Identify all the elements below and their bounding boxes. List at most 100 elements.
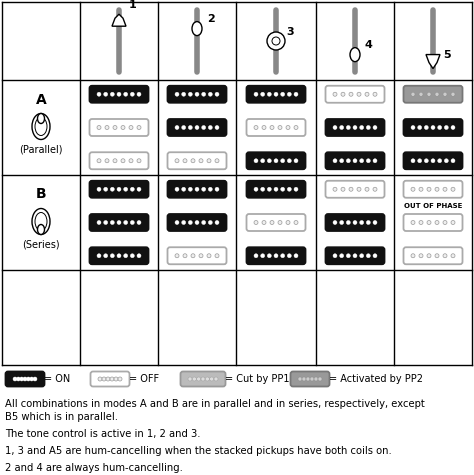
Circle shape [373,92,377,96]
Circle shape [175,159,179,163]
Circle shape [366,159,370,163]
Circle shape [175,254,179,258]
Circle shape [261,159,264,163]
FancyBboxPatch shape [246,247,306,264]
Circle shape [195,187,199,191]
Circle shape [117,254,121,258]
Circle shape [419,220,423,225]
Circle shape [254,125,258,130]
Circle shape [215,125,219,130]
Circle shape [182,220,186,225]
Circle shape [195,220,199,225]
Circle shape [333,187,337,191]
FancyBboxPatch shape [167,119,227,136]
Circle shape [210,377,214,381]
Text: All combinations in modes A and B are in parallel and in series, respectively, e: All combinations in modes A and B are in… [5,399,425,409]
Circle shape [333,92,337,96]
Circle shape [281,254,285,258]
Circle shape [137,187,141,191]
FancyBboxPatch shape [90,247,148,264]
Circle shape [124,187,128,191]
FancyBboxPatch shape [403,181,463,198]
Circle shape [366,125,370,130]
Circle shape [110,377,114,381]
Circle shape [346,220,350,225]
Circle shape [102,377,106,381]
Circle shape [365,92,369,96]
Circle shape [267,187,271,191]
Circle shape [294,220,298,225]
Circle shape [294,159,298,163]
FancyBboxPatch shape [167,214,227,231]
Circle shape [333,220,337,225]
Circle shape [201,125,206,130]
FancyBboxPatch shape [403,214,463,231]
Circle shape [353,125,357,130]
Circle shape [104,92,108,96]
Circle shape [340,254,344,258]
Circle shape [19,377,24,381]
Circle shape [274,92,278,96]
FancyBboxPatch shape [403,119,463,136]
Circle shape [97,92,101,96]
FancyBboxPatch shape [167,86,227,103]
Circle shape [353,159,357,163]
FancyBboxPatch shape [326,119,384,136]
FancyBboxPatch shape [291,371,329,387]
Text: = OFF: = OFF [129,374,159,384]
Circle shape [443,187,447,191]
Circle shape [215,187,219,191]
Circle shape [199,159,203,163]
Circle shape [175,125,179,130]
FancyBboxPatch shape [246,181,306,198]
Circle shape [183,254,187,258]
Circle shape [443,220,447,225]
Circle shape [104,220,108,225]
Circle shape [444,159,448,163]
Circle shape [411,187,415,191]
Circle shape [267,32,285,50]
Circle shape [318,377,322,381]
Circle shape [294,254,298,258]
Ellipse shape [37,114,45,124]
Circle shape [124,220,128,225]
Circle shape [278,220,282,225]
Circle shape [451,92,455,96]
Circle shape [104,254,108,258]
Polygon shape [112,14,126,26]
Circle shape [349,187,353,191]
Circle shape [97,254,101,258]
Circle shape [353,254,357,258]
FancyBboxPatch shape [91,371,129,387]
Circle shape [270,220,274,225]
Text: 2 and 4 are always hum-cancelling.: 2 and 4 are always hum-cancelling. [5,463,183,473]
Circle shape [214,377,218,381]
Circle shape [175,92,179,96]
FancyBboxPatch shape [6,371,45,387]
Circle shape [262,125,266,130]
Circle shape [130,220,134,225]
Circle shape [418,125,422,130]
Circle shape [431,159,435,163]
Circle shape [113,159,117,163]
Circle shape [373,159,377,163]
Circle shape [286,220,290,225]
Circle shape [215,220,219,225]
Circle shape [124,254,128,258]
Circle shape [30,377,34,381]
Circle shape [424,125,428,130]
Circle shape [333,159,337,163]
Circle shape [207,254,211,258]
Circle shape [373,187,377,191]
Circle shape [137,159,141,163]
Circle shape [182,92,186,96]
Circle shape [373,254,377,258]
Circle shape [117,92,121,96]
Circle shape [419,92,423,96]
Circle shape [188,125,192,130]
FancyBboxPatch shape [167,152,227,169]
Circle shape [209,187,212,191]
Circle shape [201,92,206,96]
Circle shape [97,220,101,225]
Text: 5: 5 [443,50,451,60]
